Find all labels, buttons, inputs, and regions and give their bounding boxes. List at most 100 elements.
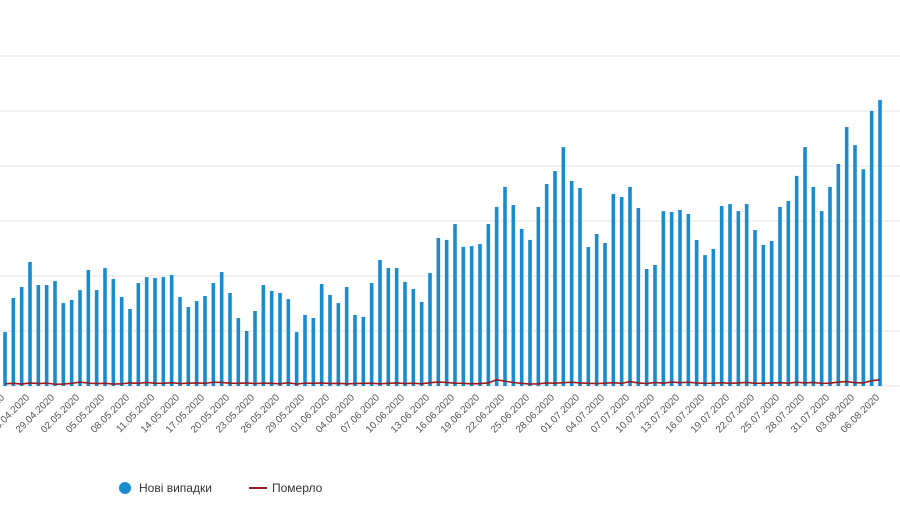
bar: [694, 239, 699, 386]
bar: [753, 230, 757, 386]
bar: [486, 224, 491, 386]
bar: [44, 285, 49, 386]
bar: [228, 292, 232, 386]
bar: [261, 285, 266, 386]
bar: [111, 279, 116, 386]
bar: [869, 111, 874, 386]
bar: [503, 186, 507, 386]
bar: [494, 206, 499, 386]
bar: [469, 246, 474, 386]
bar: [519, 228, 524, 386]
bar: [553, 171, 557, 386]
legend-label: Нові випадки: [139, 481, 212, 495]
bar: [86, 270, 91, 386]
bar: [278, 292, 282, 386]
bar: [36, 285, 41, 386]
bar: [836, 164, 841, 386]
bar: [578, 188, 582, 386]
bar: [119, 296, 124, 386]
bar: [386, 268, 391, 386]
bar: [311, 318, 316, 386]
bar: [636, 208, 641, 386]
bar: [236, 318, 241, 386]
bar: [69, 299, 74, 386]
bar: [203, 296, 207, 386]
legend-marker: [119, 482, 131, 494]
bar: [653, 265, 657, 386]
bar: [194, 301, 199, 386]
bar: [144, 277, 149, 386]
bar: [211, 283, 216, 386]
bar: [744, 204, 749, 386]
bar: [161, 277, 166, 386]
bar: [536, 206, 541, 386]
bar: [136, 283, 141, 386]
bar: [853, 145, 857, 386]
bar: [436, 237, 441, 386]
bar: [678, 210, 682, 386]
bar: [403, 281, 407, 386]
bar: [378, 259, 382, 386]
bar: [128, 309, 132, 386]
bar: [319, 283, 324, 386]
bar: [78, 290, 82, 386]
bar: [153, 277, 157, 386]
bar: [253, 310, 257, 386]
bar: [328, 294, 332, 386]
bar: [603, 243, 607, 386]
bar: [736, 211, 741, 386]
bar: [669, 211, 674, 386]
bar: [428, 272, 432, 386]
bar: [811, 186, 816, 386]
bar: [586, 246, 591, 386]
bar: [169, 274, 174, 386]
bar: [453, 224, 457, 386]
bar: [353, 314, 357, 386]
bar: [761, 244, 766, 386]
bar: [361, 316, 366, 386]
bar: [186, 307, 191, 386]
bar: [561, 147, 566, 386]
bar: [611, 193, 616, 386]
bar: [594, 233, 599, 386]
bar: [178, 296, 182, 386]
bar: [286, 299, 291, 386]
bar: [569, 180, 574, 386]
bar: [711, 248, 716, 386]
bar: [769, 241, 774, 386]
bar: [828, 186, 832, 386]
bar: [336, 303, 341, 386]
bar: [269, 290, 274, 386]
bar: [478, 244, 482, 386]
bar: [703, 255, 707, 386]
bar: [411, 288, 416, 386]
bar: [628, 186, 632, 386]
bar: [794, 175, 799, 386]
bar: [686, 213, 691, 386]
bar: [461, 246, 466, 386]
bar: [644, 268, 649, 386]
bar: [619, 197, 624, 386]
bar: [369, 283, 374, 386]
bar: [53, 281, 57, 386]
bar: [661, 211, 666, 386]
bar: [419, 301, 424, 386]
bar: [219, 272, 224, 386]
bar: [94, 290, 99, 386]
bar: [878, 100, 882, 386]
bar: [819, 211, 824, 386]
bar: [394, 268, 399, 386]
bar: [28, 261, 32, 386]
bar: [719, 206, 724, 386]
bar: [19, 287, 24, 386]
bar: [778, 206, 782, 386]
bar: [803, 147, 807, 386]
bar: [544, 184, 549, 386]
bar: [844, 127, 849, 386]
bar: [344, 287, 349, 386]
bar: [786, 200, 791, 386]
bar: [861, 169, 866, 386]
legend-label: Померло: [272, 481, 323, 495]
bar: [244, 331, 249, 386]
line: [4, 379, 881, 386]
